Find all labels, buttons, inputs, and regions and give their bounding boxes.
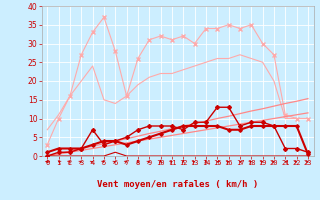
X-axis label: Vent moyen/en rafales ( km/h ): Vent moyen/en rafales ( km/h ) xyxy=(97,180,258,189)
